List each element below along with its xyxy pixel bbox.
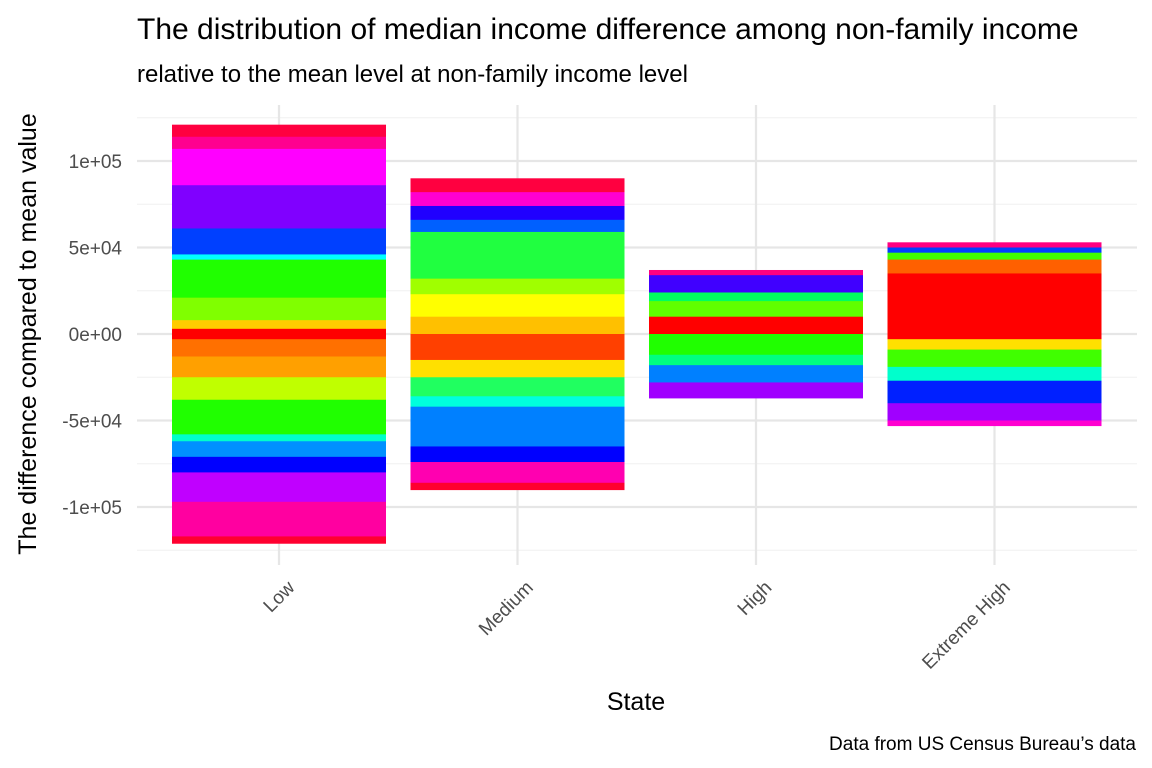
bar-segment [172, 441, 386, 458]
bar-segment [649, 316, 863, 335]
bar-segment [172, 501, 386, 537]
bar-segment [172, 254, 386, 261]
chart-subtitle: relative to the mean level at non-family… [137, 61, 688, 88]
x-tick-labels: Low Medium High Extreme High [260, 577, 1015, 673]
bar-segment [172, 377, 386, 401]
bar-segment [410, 377, 625, 397]
bar-segment [172, 356, 386, 378]
bar-segment [410, 446, 625, 463]
bar-segment [649, 275, 863, 293]
bar-segment [172, 228, 386, 255]
x-tick-label: Low [260, 577, 300, 617]
bar-segment [887, 420, 1102, 427]
bar-segment [172, 339, 386, 357]
bar-segment [410, 178, 625, 193]
bar-segment [410, 316, 625, 335]
x-tick-label: Extreme High [918, 577, 1014, 673]
y-axis-title: The difference compared to mean value [14, 113, 42, 554]
bar-segment [172, 456, 386, 473]
bar-low [172, 124, 386, 544]
bar-segment [649, 334, 863, 356]
y-tick-label: 1e+05 [69, 152, 122, 173]
bar-segment [410, 278, 625, 295]
bar-segment [410, 294, 625, 318]
bar-segment [887, 252, 1102, 261]
bar-segment [887, 380, 1102, 404]
bar-segment [649, 301, 863, 318]
bar-segment [172, 148, 386, 186]
bar-segment [172, 259, 386, 299]
y-tick-label: -1e+05 [62, 498, 122, 519]
bar-segment [410, 231, 625, 280]
bar-segment [172, 124, 386, 138]
bar-segment [172, 328, 386, 340]
y-tick-labels: 1e+05 5e+04 0e+00 -5e+04 -1e+05 [62, 152, 122, 519]
bar-segment [649, 365, 863, 383]
bar-segment [172, 136, 386, 150]
bar-segment [887, 366, 1102, 382]
bar-segment [172, 472, 386, 503]
x-tick-label: High [734, 577, 776, 619]
bar-segment [410, 192, 625, 207]
bar-segment [410, 462, 625, 484]
bar-segment [887, 273, 1102, 340]
bar-segment [172, 434, 386, 442]
bar-segment [887, 403, 1102, 421]
y-tick-label: -5e+04 [62, 412, 122, 433]
bar-segment [172, 185, 386, 229]
bar-segment [410, 205, 625, 221]
bar-segment [887, 339, 1102, 350]
bar-segment [649, 354, 863, 366]
bar-segment [887, 247, 1102, 254]
bars-layer [172, 124, 1102, 544]
bar-segment [649, 382, 863, 399]
x-axis-title: State [607, 688, 665, 716]
bar-segment [172, 399, 386, 435]
chart-title: The distribution of median income differ… [137, 13, 1079, 46]
bar-segment [649, 269, 863, 276]
bar-segment [410, 396, 625, 408]
bar-segment [649, 292, 863, 302]
bar-segment [887, 259, 1102, 274]
bar-segment [172, 297, 386, 321]
bar-segment [410, 406, 625, 447]
bar-segment [887, 242, 1102, 248]
x-tick-label: Medium [475, 577, 538, 640]
bar-segment [410, 482, 625, 491]
chart-caption: Data from US Census Bureau’s data [829, 734, 1136, 755]
bar-segment [887, 349, 1102, 368]
bar-medium [410, 178, 625, 491]
bar-extreme-high [887, 242, 1102, 427]
bar-segment [410, 219, 625, 233]
y-tick-label: 0e+00 [69, 325, 122, 346]
bar-high [649, 269, 863, 399]
bar-segment [172, 320, 386, 330]
bar-segment [172, 536, 386, 544]
bar-segment [410, 334, 625, 361]
y-tick-label: 5e+04 [69, 239, 123, 260]
bar-segment [410, 359, 625, 378]
